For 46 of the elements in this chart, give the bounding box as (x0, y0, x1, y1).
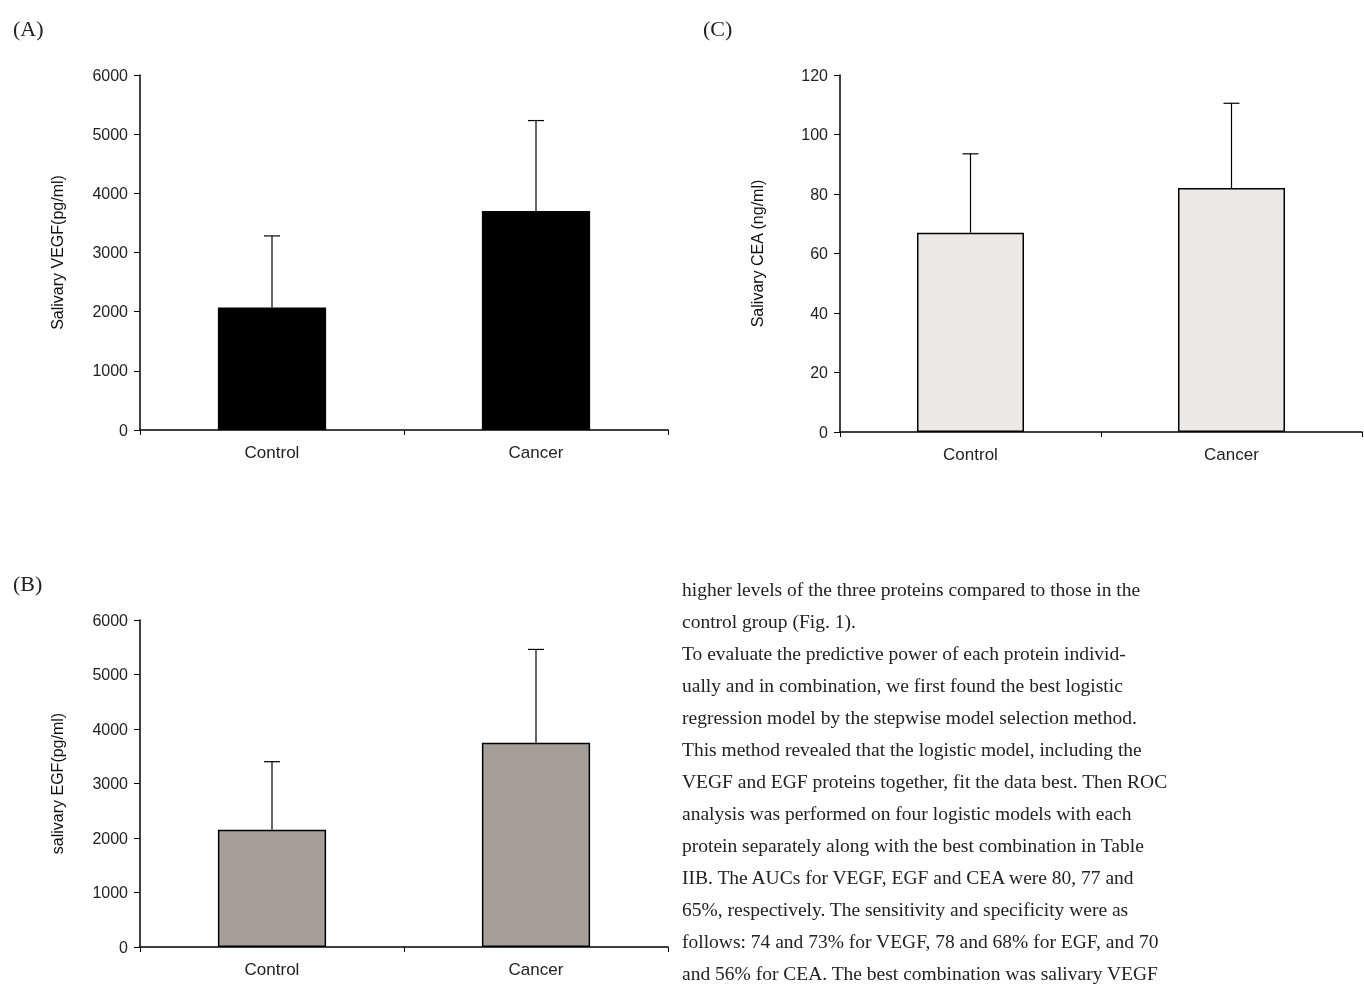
text: To evaluate the predictive power of each protein individ- (682, 642, 1127, 666)
text: higher levels of the three proteins compared to those in the (682, 578, 1142, 602)
y-tick-label: 0 (119, 421, 129, 439)
y-tick-label: 6000 (92, 66, 129, 84)
text: IIB. The AUCs for VEGF, EGF and CEA were 80, 77 and (682, 866, 1135, 890)
text: follows: 74 and 73% for VEGF, 78 and 68% for EGF, and 70 (682, 930, 1160, 954)
text: and 56% for CEA. The best combination was salivary VEGF (682, 962, 1159, 984)
text: regression model by the stepwise model selection method. (682, 706, 1138, 730)
x-tick-label: Cancer (508, 443, 564, 462)
y-tick-label: 0 (119, 938, 129, 956)
y-tick-label: 5000 (92, 666, 129, 683)
x-tick-label: Cancer (1204, 445, 1260, 464)
y-axis-title: Salivary CEA (ng/ml) (748, 179, 766, 328)
x-tick-label: Control (943, 445, 998, 464)
x-tick-label: Cancer (508, 960, 564, 979)
text: VEGF and EGF proteins together, fit the data best. Then ROC (682, 770, 1169, 794)
text: protein separately along with the best combination in Table (682, 834, 1145, 858)
y-tick-label: 80 (810, 185, 829, 203)
y-tick-label: 1000 (92, 362, 129, 380)
y-tick-label: 2000 (92, 303, 129, 321)
y-tick-label: 6000 (92, 611, 129, 629)
text: 65%, respectively. The sensitivity and specificity were as (682, 898, 1130, 922)
y-tick-label: 0 (819, 423, 829, 441)
y-tick-label: 5000 (92, 125, 129, 143)
x-tick-label: Control (244, 443, 300, 462)
text: ually and in combination, we first found the best logistic (682, 674, 1124, 698)
y-tick-label: 100 (801, 126, 829, 143)
y-axis-title: salivary EGF(pg/ml) (48, 712, 66, 855)
chart-title: (B) (13, 570, 43, 596)
y-tick-label: 40 (810, 304, 829, 322)
y-axis-title: Salivary VEGF(pg/ml) (48, 175, 66, 330)
y-tick-label: 1000 (92, 884, 129, 901)
y-tick-label: 4000 (92, 184, 129, 202)
text: analysis was performed on four logistic models with each (682, 802, 1133, 826)
chart-title: (A) (13, 15, 44, 41)
y-tick-label: 20 (810, 364, 829, 381)
y-tick-label: 3000 (92, 775, 129, 792)
chart-title: (C) (703, 15, 733, 41)
text: control group (Fig. 1). (682, 610, 857, 634)
y-tick-label: 3000 (92, 244, 129, 261)
text: This method revealed that the logistic model, including the (682, 738, 1143, 762)
y-tick-label: 4000 (92, 720, 129, 738)
y-tick-label: 2000 (92, 829, 129, 847)
y-tick-label: 120 (801, 66, 829, 84)
x-tick-label: Control (244, 960, 300, 979)
y-tick-label: 60 (810, 245, 829, 262)
